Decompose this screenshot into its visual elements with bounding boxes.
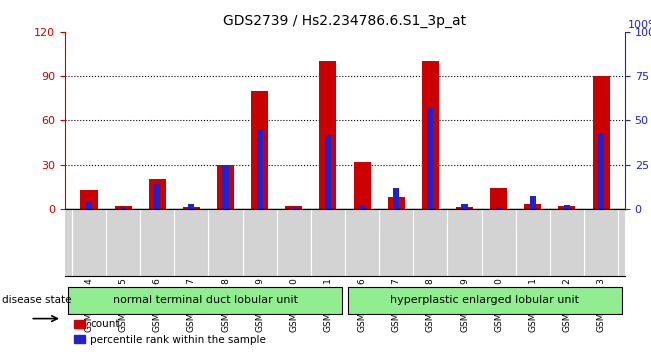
Title: GDS2739 / Hs2.234786.6.S1_3p_at: GDS2739 / Hs2.234786.6.S1_3p_at <box>223 14 467 28</box>
Bar <box>115 206 132 209</box>
Bar <box>188 204 195 209</box>
Bar <box>598 133 604 209</box>
Bar <box>564 205 570 209</box>
Bar <box>462 204 467 209</box>
Bar <box>86 202 92 209</box>
Bar <box>291 207 297 209</box>
Text: disease state: disease state <box>2 295 72 305</box>
Legend: count, percentile rank within the sample: count, percentile rank within the sample <box>70 315 270 349</box>
Bar <box>285 206 302 209</box>
Bar <box>154 184 160 209</box>
Bar <box>353 162 370 209</box>
Bar <box>148 179 166 209</box>
Bar <box>559 206 575 209</box>
Bar <box>223 165 229 209</box>
Bar <box>183 207 200 209</box>
Bar <box>256 129 263 209</box>
Bar <box>251 91 268 209</box>
Bar <box>217 165 234 209</box>
Bar <box>490 188 507 209</box>
Bar <box>524 205 542 209</box>
Text: hyperplastic enlarged lobular unit: hyperplastic enlarged lobular unit <box>391 295 579 305</box>
Bar <box>359 205 365 209</box>
Bar <box>495 207 502 209</box>
Bar <box>427 108 434 209</box>
Text: 100%: 100% <box>628 21 651 30</box>
Text: normal terminal duct lobular unit: normal terminal duct lobular unit <box>113 295 298 305</box>
Bar <box>388 197 405 209</box>
Bar <box>120 207 126 209</box>
Bar <box>592 76 609 209</box>
Bar <box>456 207 473 209</box>
FancyBboxPatch shape <box>348 287 622 314</box>
Bar <box>530 196 536 209</box>
Bar <box>81 190 98 209</box>
Bar <box>320 61 337 209</box>
Bar <box>393 188 399 209</box>
FancyBboxPatch shape <box>68 287 342 314</box>
Bar <box>422 61 439 209</box>
Bar <box>325 135 331 209</box>
